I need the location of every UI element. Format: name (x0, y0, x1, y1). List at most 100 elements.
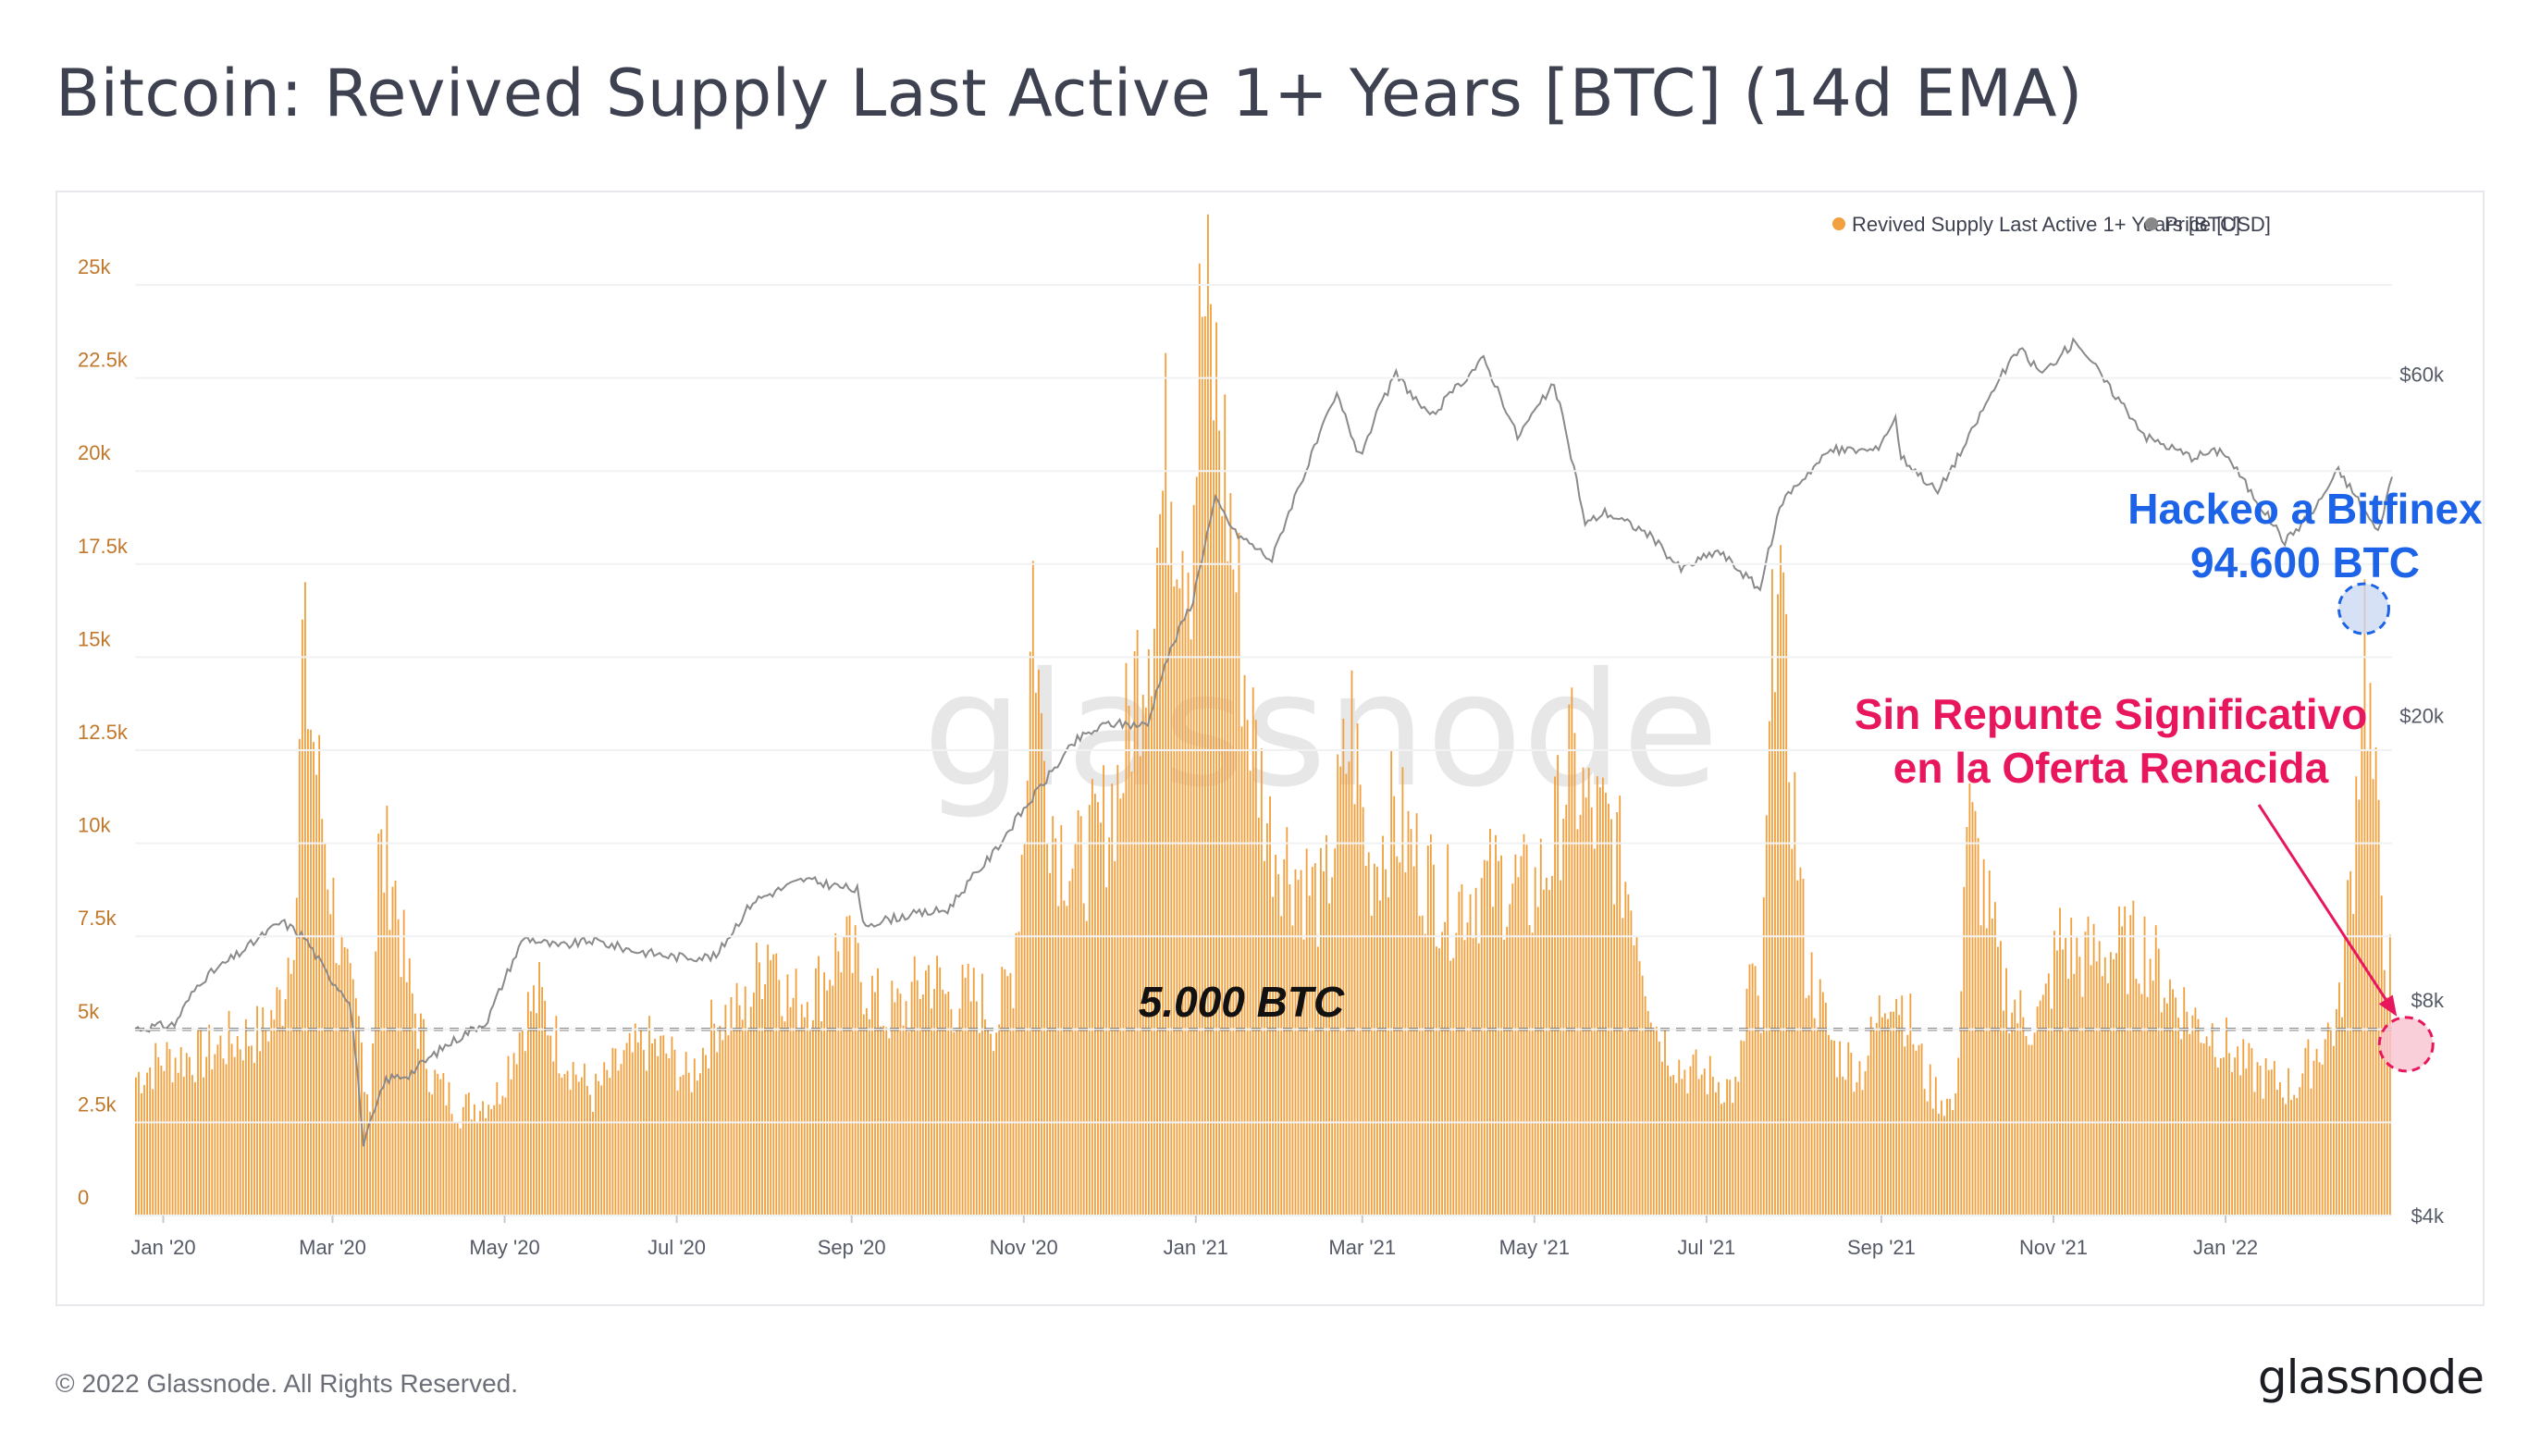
supply-bar (1909, 993, 1912, 1215)
supply-bar (902, 1025, 905, 1215)
supply-bar (606, 1069, 609, 1215)
supply-bar (634, 1023, 636, 1215)
supply-bar (2275, 1089, 2278, 1215)
supply-bar (1610, 819, 1612, 1215)
supply-bar (1810, 952, 1813, 1215)
supply-bar (944, 993, 947, 1215)
supply-bar (1941, 1100, 1942, 1215)
supply-bar (214, 1054, 216, 1215)
supply-bar (2279, 1081, 2281, 1215)
supply-bar (442, 1072, 445, 1215)
supply-bar (1054, 838, 1057, 1215)
supply-bar (764, 984, 766, 1215)
supply-bar (423, 1018, 425, 1215)
supply-bar (990, 1033, 992, 1215)
supply-bar (1009, 972, 1012, 1215)
supply-bar (1531, 932, 1534, 1215)
supply-bar (253, 1063, 255, 1215)
supply-bar (815, 968, 817, 1215)
supply-bar (538, 961, 540, 1215)
supply-bar (2113, 959, 2115, 1215)
legend-price-label: Price [USD] (2164, 213, 2271, 236)
supply-bar (1079, 816, 1082, 1215)
x-tick-Jan '20: Jan '20 (130, 1236, 195, 1259)
supply-bar (1144, 707, 1147, 1215)
supply-bar (1424, 933, 1426, 1215)
supply-bar (595, 1073, 597, 1215)
supply-bar (1571, 687, 1573, 1215)
supply-bar (756, 943, 758, 1215)
supply-bar (1819, 979, 1821, 1215)
supply-bar (1791, 848, 1794, 1215)
supply-bar (369, 1111, 371, 1215)
supply-bar (1091, 779, 1093, 1215)
supply-bar (2191, 1015, 2194, 1215)
supply-bar (405, 981, 408, 1215)
supply-bar (1031, 561, 1034, 1215)
supply-bar (668, 1058, 671, 1215)
supply-bar (1627, 894, 1630, 1215)
supply-bar (230, 1043, 233, 1215)
supply-bar (1579, 814, 1582, 1215)
supply-bar (713, 1023, 716, 1215)
supply-bar (1904, 1046, 1906, 1215)
supply-bar (981, 973, 983, 1215)
supply-bar (789, 1006, 792, 1215)
supply-bar (2183, 987, 2186, 1215)
supply-bar (2098, 941, 2101, 1215)
supply-bar (1302, 939, 1305, 1215)
supply-bar (377, 833, 380, 1215)
supply-bar (676, 1090, 679, 1215)
supply-bar (2273, 1060, 2275, 1215)
supply-bar (524, 1051, 526, 1215)
supply-bar (1313, 863, 1316, 1215)
supply-bar (1780, 545, 1782, 1215)
supply-bar (2366, 749, 2369, 1215)
supply-bar (2011, 1012, 2014, 1215)
supply-bar (357, 1016, 360, 1215)
supply-bar (1638, 961, 1641, 1215)
supply-bar (1249, 771, 1252, 1215)
supply-bar (1449, 960, 1452, 1215)
supply-bar (380, 829, 383, 1215)
supply-bar (1568, 704, 1571, 1215)
supply-bar (1720, 1104, 1722, 1215)
supply-bar (1934, 1077, 1937, 1215)
supply-bar (2124, 906, 2127, 1215)
supply-bar (2264, 1057, 2267, 1215)
supply-bar (1122, 793, 1125, 1215)
supply-bar (1573, 733, 1576, 1215)
supply-bar (1207, 214, 1209, 1216)
supply-bar (880, 1026, 882, 1215)
supply-bar (834, 933, 837, 1215)
supply-bar (233, 1056, 236, 1215)
supply-bar (555, 1016, 558, 1215)
supply-bar (1745, 988, 1748, 1215)
supply-bar (1320, 847, 1322, 1215)
supply-bar (1407, 810, 1410, 1215)
supply-bar (485, 1117, 487, 1215)
supply-bar (1060, 825, 1063, 1215)
supply-bar (2033, 1032, 2036, 1215)
supply-bar (1887, 1018, 1889, 1215)
supply-bar (848, 915, 851, 1215)
supply-bar (1020, 855, 1023, 1215)
supply-bar (1675, 1082, 1678, 1215)
supply-bar (1066, 906, 1068, 1215)
supply-bar (1539, 838, 1542, 1215)
y-left-tick-2.5k: 2.5k (78, 1092, 117, 1116)
supply-bar (2290, 1100, 2293, 1215)
supply-bar (2152, 981, 2154, 1215)
watermark: glassnode (923, 639, 1720, 822)
supply-bar (2127, 993, 2129, 1215)
supply-bar (544, 1000, 547, 1215)
supply-bar (2388, 934, 2391, 1215)
supply-bar (1548, 890, 1550, 1215)
supply-bar (284, 999, 287, 1215)
supply-bar (2372, 779, 2374, 1215)
supply-bar (2332, 1045, 2335, 1215)
supply-bar (1410, 829, 1412, 1215)
supply-bar (456, 1123, 459, 1215)
supply-bar (1353, 804, 1356, 1215)
supply-bar (171, 1082, 174, 1215)
